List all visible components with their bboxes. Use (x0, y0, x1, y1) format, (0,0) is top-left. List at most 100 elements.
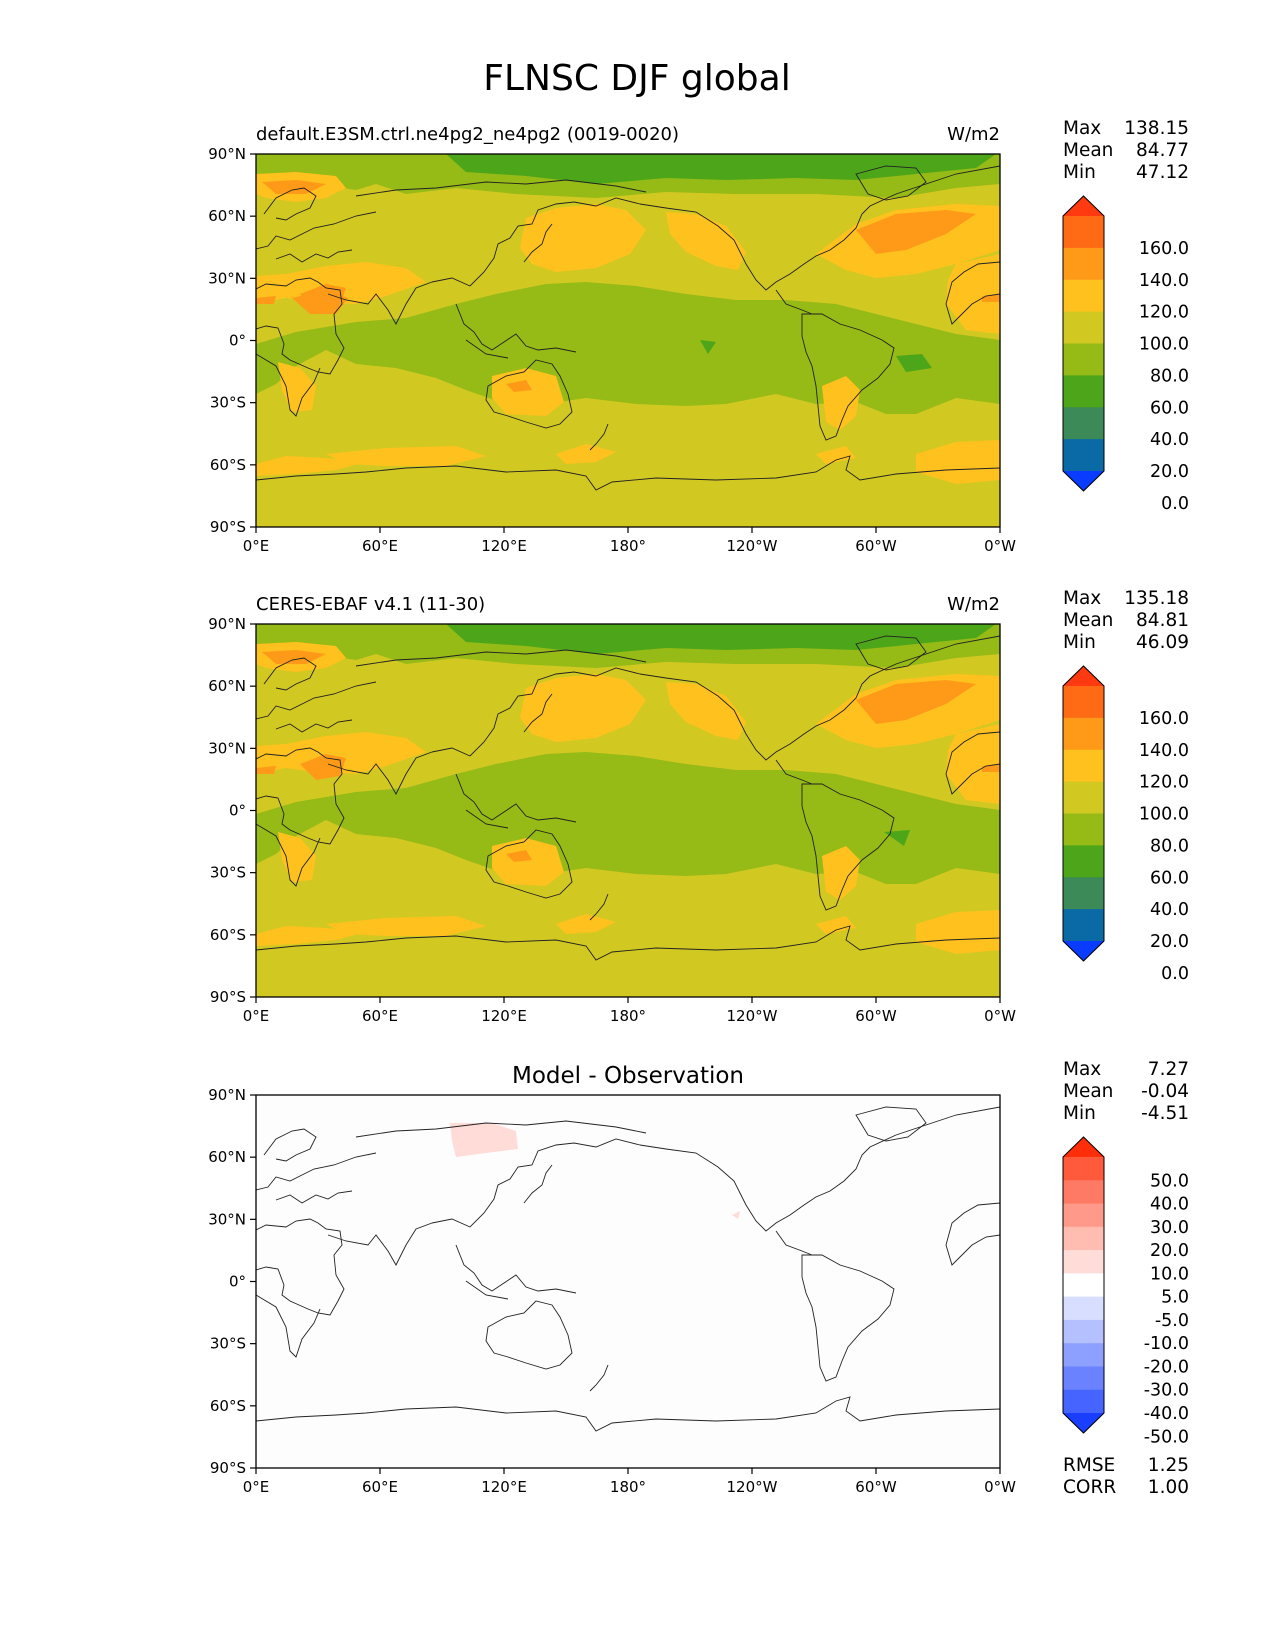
stat-label: Max (1063, 588, 1101, 609)
colorbar-tick-label: 20.0 (1150, 932, 1189, 952)
stat-value: 84.81 (1136, 610, 1189, 631)
colorbar-tick-label: 5.0 (1161, 1288, 1189, 1308)
colorbar-extend-bottom (1063, 471, 1104, 491)
y-tick-label: 30°N (208, 269, 246, 287)
panel-left-title: default.E3SM.ctrl.ne4pg2_ne4pg2 (0019-00… (256, 124, 679, 145)
map-plot-3 (256, 1095, 1000, 1468)
panel-units: W/m2 (947, 594, 1000, 615)
y-tick-label: 30°S (210, 394, 246, 412)
colorbar-extend-top (1063, 666, 1104, 686)
y-tick-label: 90°S (210, 1459, 246, 1477)
stat-label: Mean (1063, 610, 1113, 631)
colorbar-outline (1062, 1136, 1105, 1434)
colorbar-bin (1063, 1296, 1104, 1321)
panel-1: default.E3SM.ctrl.ne4pg2_ne4pg2 (0019-00… (208, 118, 1189, 555)
stat-value: 46.09 (1136, 632, 1189, 653)
x-tick-label: 60°W (855, 1478, 897, 1496)
y-tick-label: 30°S (210, 1335, 246, 1353)
y-tick-label: 30°N (208, 1210, 246, 1228)
x-tick-label: 120°E (481, 537, 527, 555)
colorbar-bin (1063, 1343, 1104, 1367)
x-tick-label: 0°E (243, 537, 270, 555)
y-tick-label: 60°S (210, 926, 246, 944)
footer-stat-value: 1.25 (1148, 1455, 1189, 1476)
field-contours (256, 1095, 1000, 1468)
panel-units: W/m2 (947, 124, 1000, 145)
colorbar-tick-label: 140.0 (1139, 741, 1189, 761)
colorbar-tick-label: 160.0 (1139, 239, 1189, 259)
stat-label: Min (1063, 632, 1096, 653)
stat-value: 47.12 (1136, 162, 1189, 183)
colorbar-tick-label: -20.0 (1144, 1357, 1189, 1377)
stat-label: Min (1063, 1103, 1096, 1124)
stat-label: Min (1063, 162, 1096, 183)
x-tick-label: 120°W (727, 1478, 778, 1496)
x-tick-label: 0°E (243, 1478, 270, 1496)
colorbar-tick-label: 140.0 (1139, 271, 1189, 291)
colorbar-outline (1062, 195, 1105, 492)
stat-label: Mean (1063, 140, 1113, 161)
colorbar-bin (1063, 247, 1104, 281)
map-plot-2 (256, 624, 1000, 997)
x-tick-label: 60°W (855, 1007, 897, 1025)
y-tick-label: 90°N (208, 1086, 246, 1104)
colorbar-bin (1063, 909, 1104, 942)
colorbar-tick-label: 100.0 (1139, 805, 1189, 825)
panel-2: CERES-EBAF v4.1 (11-30) W/m2 90°N 60°N 30°N 0… (208, 588, 1189, 1025)
y-tick-label: 90°N (208, 615, 246, 633)
colorbar-bin (1063, 749, 1104, 783)
field-contours (256, 154, 1000, 527)
colorbar-tick-label: -10.0 (1144, 1334, 1189, 1354)
x-tick-label: 60°E (362, 537, 398, 555)
colorbar-bin (1063, 1180, 1104, 1205)
colorbar-bin (1063, 375, 1104, 408)
stat-label: Max (1063, 118, 1101, 139)
colorbar-2: 160.0 140.0 120.0 100.0 80.0 60.0 40.0 20.0 0.0 (1062, 665, 1189, 984)
colorbar-tick-label: 0.0 (1161, 964, 1189, 984)
colorbar-bin (1063, 1157, 1104, 1181)
colorbar-bin (1063, 686, 1104, 719)
colorbar-bin (1063, 439, 1104, 472)
x-tick-label: 120°W (727, 1007, 778, 1025)
stat-label: Max (1063, 1059, 1101, 1080)
y-tick-label: 30°S (210, 864, 246, 882)
x-tick-label: 120°W (727, 537, 778, 555)
y-tick-label: 90°N (208, 145, 246, 163)
colorbar-tick-label: 120.0 (1139, 303, 1189, 323)
x-tick-label: 120°E (481, 1478, 527, 1496)
stat-value: -0.04 (1141, 1081, 1189, 1102)
colorbar-tick-label: 80.0 (1150, 366, 1189, 386)
colorbar-bin (1063, 877, 1104, 910)
colorbar-tick-label: -5.0 (1155, 1311, 1189, 1331)
colorbar-outline (1062, 665, 1105, 962)
x-tick-label: 180° (610, 1478, 646, 1496)
y-tick-label: 0° (229, 332, 246, 350)
stat-value: -4.51 (1141, 1103, 1189, 1124)
colorbar-bin (1063, 845, 1104, 878)
colorbar-bin (1063, 1250, 1104, 1274)
colorbar-tick-label: 20.0 (1150, 462, 1189, 482)
footer-stat-label: RMSE (1063, 1455, 1115, 1476)
field-contours (256, 624, 1000, 997)
colorbar-tick-label: 0.0 (1161, 494, 1189, 514)
x-tick-label: 60°E (362, 1478, 398, 1496)
y-tick-label: 60°N (208, 1148, 246, 1166)
colorbar-tick-label: 20.0 (1150, 1241, 1189, 1261)
contour-patch (884, 830, 910, 846)
colorbar-tick-label: 100.0 (1139, 335, 1189, 355)
y-tick-label: 60°N (208, 677, 246, 695)
colorbar-tick-label: 120.0 (1139, 773, 1189, 793)
y-tick-label: 30°N (208, 739, 246, 757)
contour-patch (896, 354, 932, 372)
stat-label: Mean (1063, 1081, 1113, 1102)
colorbar-bin (1063, 343, 1104, 376)
colorbar-extend-top (1063, 1137, 1104, 1157)
contour-patch (450, 1123, 518, 1157)
x-tick-label: 60°E (362, 1007, 398, 1025)
colorbar-bin (1063, 1203, 1104, 1228)
contour-patch (732, 1211, 740, 1219)
colorbar-tick-label: 160.0 (1139, 709, 1189, 729)
colorbar-bin (1063, 1366, 1104, 1391)
y-tick-label: 60°S (210, 456, 246, 474)
